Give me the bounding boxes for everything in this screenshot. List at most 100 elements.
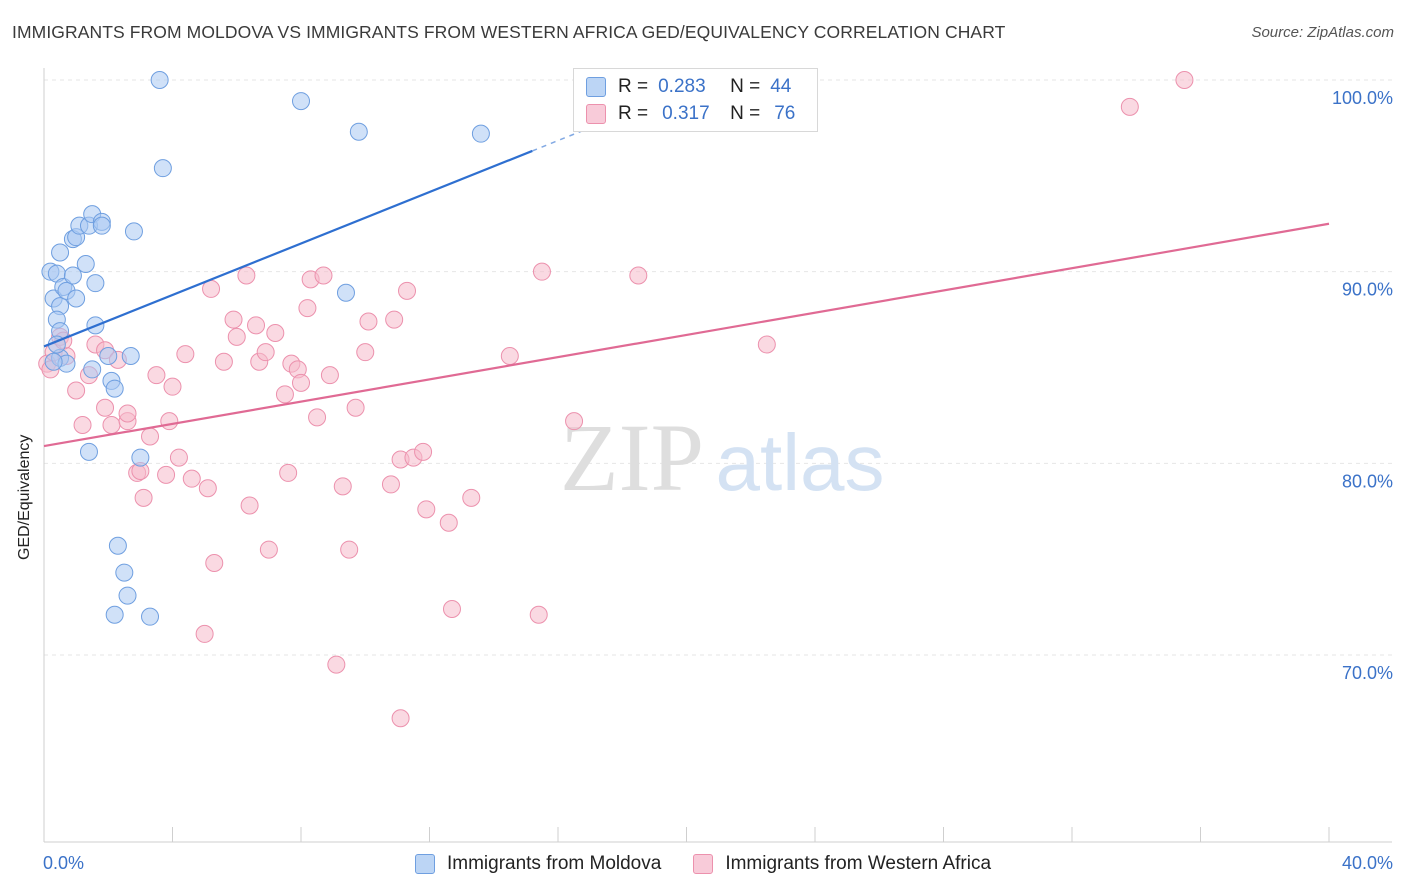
point-moldova [99, 347, 118, 365]
point-western-africa [279, 463, 298, 482]
legend-n-label: N = [730, 103, 761, 124]
bottom-legend-label-western-africa: Immigrants from Western Africa [725, 853, 992, 874]
point-moldova [63, 266, 82, 285]
bottom-legend-swatch-moldova [414, 854, 435, 874]
series-moldova-points [41, 71, 490, 626]
point-moldova [131, 448, 150, 467]
point-western-africa [500, 347, 519, 365]
legend-row-western-africa: R = 0.317 N = 76 [586, 102, 795, 126]
point-western-africa [198, 479, 217, 498]
y-tick-label: 70.0% [1342, 663, 1393, 683]
point-moldova [292, 92, 310, 111]
point-western-africa [134, 488, 153, 507]
point-western-africa [314, 266, 333, 285]
y-axis-title: GED/Equivalency [16, 434, 33, 560]
point-western-africa [414, 442, 433, 461]
legend-r-label: R = [618, 103, 649, 124]
point-moldova [349, 122, 368, 141]
point-western-africa [340, 540, 359, 559]
watermark: ZIP atlas [560, 404, 884, 511]
trendline-western-africa [43, 222, 1330, 448]
point-moldova [44, 352, 63, 371]
point-western-africa [240, 496, 259, 515]
point-western-africa [169, 448, 188, 467]
point-western-africa [565, 412, 584, 431]
point-western-africa [391, 709, 410, 728]
point-western-africa [205, 554, 224, 572]
point-moldova [471, 124, 490, 143]
point-western-africa [275, 385, 294, 404]
point-western-africa [195, 624, 214, 643]
point-western-africa [163, 377, 182, 396]
point-moldova [124, 222, 143, 241]
bottom-legend-item-moldova: Immigrants from Moldova [414, 853, 662, 875]
y-tick-label: 100.0% [1332, 88, 1393, 108]
point-moldova [105, 605, 124, 624]
point-western-africa [529, 605, 548, 624]
point-moldova [336, 283, 355, 302]
point-western-africa [1175, 71, 1194, 89]
legend-r-value: 0.317 [662, 103, 710, 124]
chart-title: IMMIGRANTS FROM MOLDOVA VS IMMIGRANTS FR… [12, 22, 1006, 42]
point-western-africa [298, 299, 317, 318]
point-western-africa [256, 343, 275, 362]
point-western-africa [224, 310, 243, 329]
point-western-africa [532, 262, 551, 281]
bottom-legend-label-moldova: Immigrants from Moldova [446, 853, 662, 874]
point-western-africa [308, 408, 327, 427]
x-tick-label-min: 0.0% [43, 853, 85, 873]
trendline-moldova [43, 149, 533, 348]
point-western-africa [237, 266, 256, 285]
x-tick-label-max: 40.0% [1341, 853, 1393, 873]
watermark-zip: ZIP [560, 404, 704, 511]
point-western-africa [259, 540, 278, 559]
axes [43, 68, 1392, 843]
point-western-africa [417, 500, 436, 519]
point-western-africa [96, 398, 115, 417]
legend-n-value: 44 [770, 76, 792, 97]
point-western-africa [1120, 97, 1139, 116]
point-western-africa [629, 266, 648, 285]
y-tick-label: 90.0% [1342, 280, 1393, 300]
point-moldova [108, 536, 127, 555]
point-moldova [121, 347, 140, 365]
point-western-africa [327, 655, 346, 674]
point-moldova [118, 586, 137, 605]
point-western-africa [118, 404, 137, 423]
point-western-africa [439, 513, 458, 532]
series-western-africa-points [38, 71, 1194, 728]
y-tick-labels: 70.0% 80.0% 90.0% 100.0% [1332, 88, 1393, 683]
point-western-africa [398, 281, 417, 300]
legend-r-label: R = [618, 76, 649, 97]
legend-row-moldova: R = 0.283 N = 44 [586, 75, 791, 99]
point-western-africa [214, 352, 233, 371]
point-western-africa [320, 366, 339, 385]
legend-swatch-moldova [586, 77, 606, 97]
point-moldova [92, 216, 111, 235]
legend-n-label: N = [730, 76, 761, 97]
point-moldova [141, 607, 160, 626]
point-western-africa [757, 335, 776, 354]
legend-r-value: 0.283 [658, 76, 706, 97]
gridlines [44, 79, 1392, 656]
point-western-africa [227, 327, 246, 346]
point-moldova [67, 289, 86, 308]
point-western-africa [346, 398, 365, 417]
y-axis-title-wrap: GED/Equivalency [16, 435, 36, 760]
point-western-africa [182, 469, 201, 488]
point-western-africa [247, 316, 266, 335]
point-western-africa [147, 366, 166, 385]
watermark-atlas: atlas [716, 418, 885, 507]
point-western-africa [442, 600, 461, 618]
legend-swatch-western-africa [586, 104, 606, 124]
point-western-africa [160, 412, 179, 431]
point-western-africa [141, 427, 160, 446]
point-western-africa [157, 465, 176, 484]
point-moldova [105, 379, 124, 398]
source-label: Source: ZipAtlas.com [1251, 24, 1394, 41]
point-western-africa [176, 345, 195, 364]
point-moldova [76, 255, 95, 273]
legend-n-value: 76 [774, 103, 796, 124]
point-western-africa [385, 310, 404, 329]
